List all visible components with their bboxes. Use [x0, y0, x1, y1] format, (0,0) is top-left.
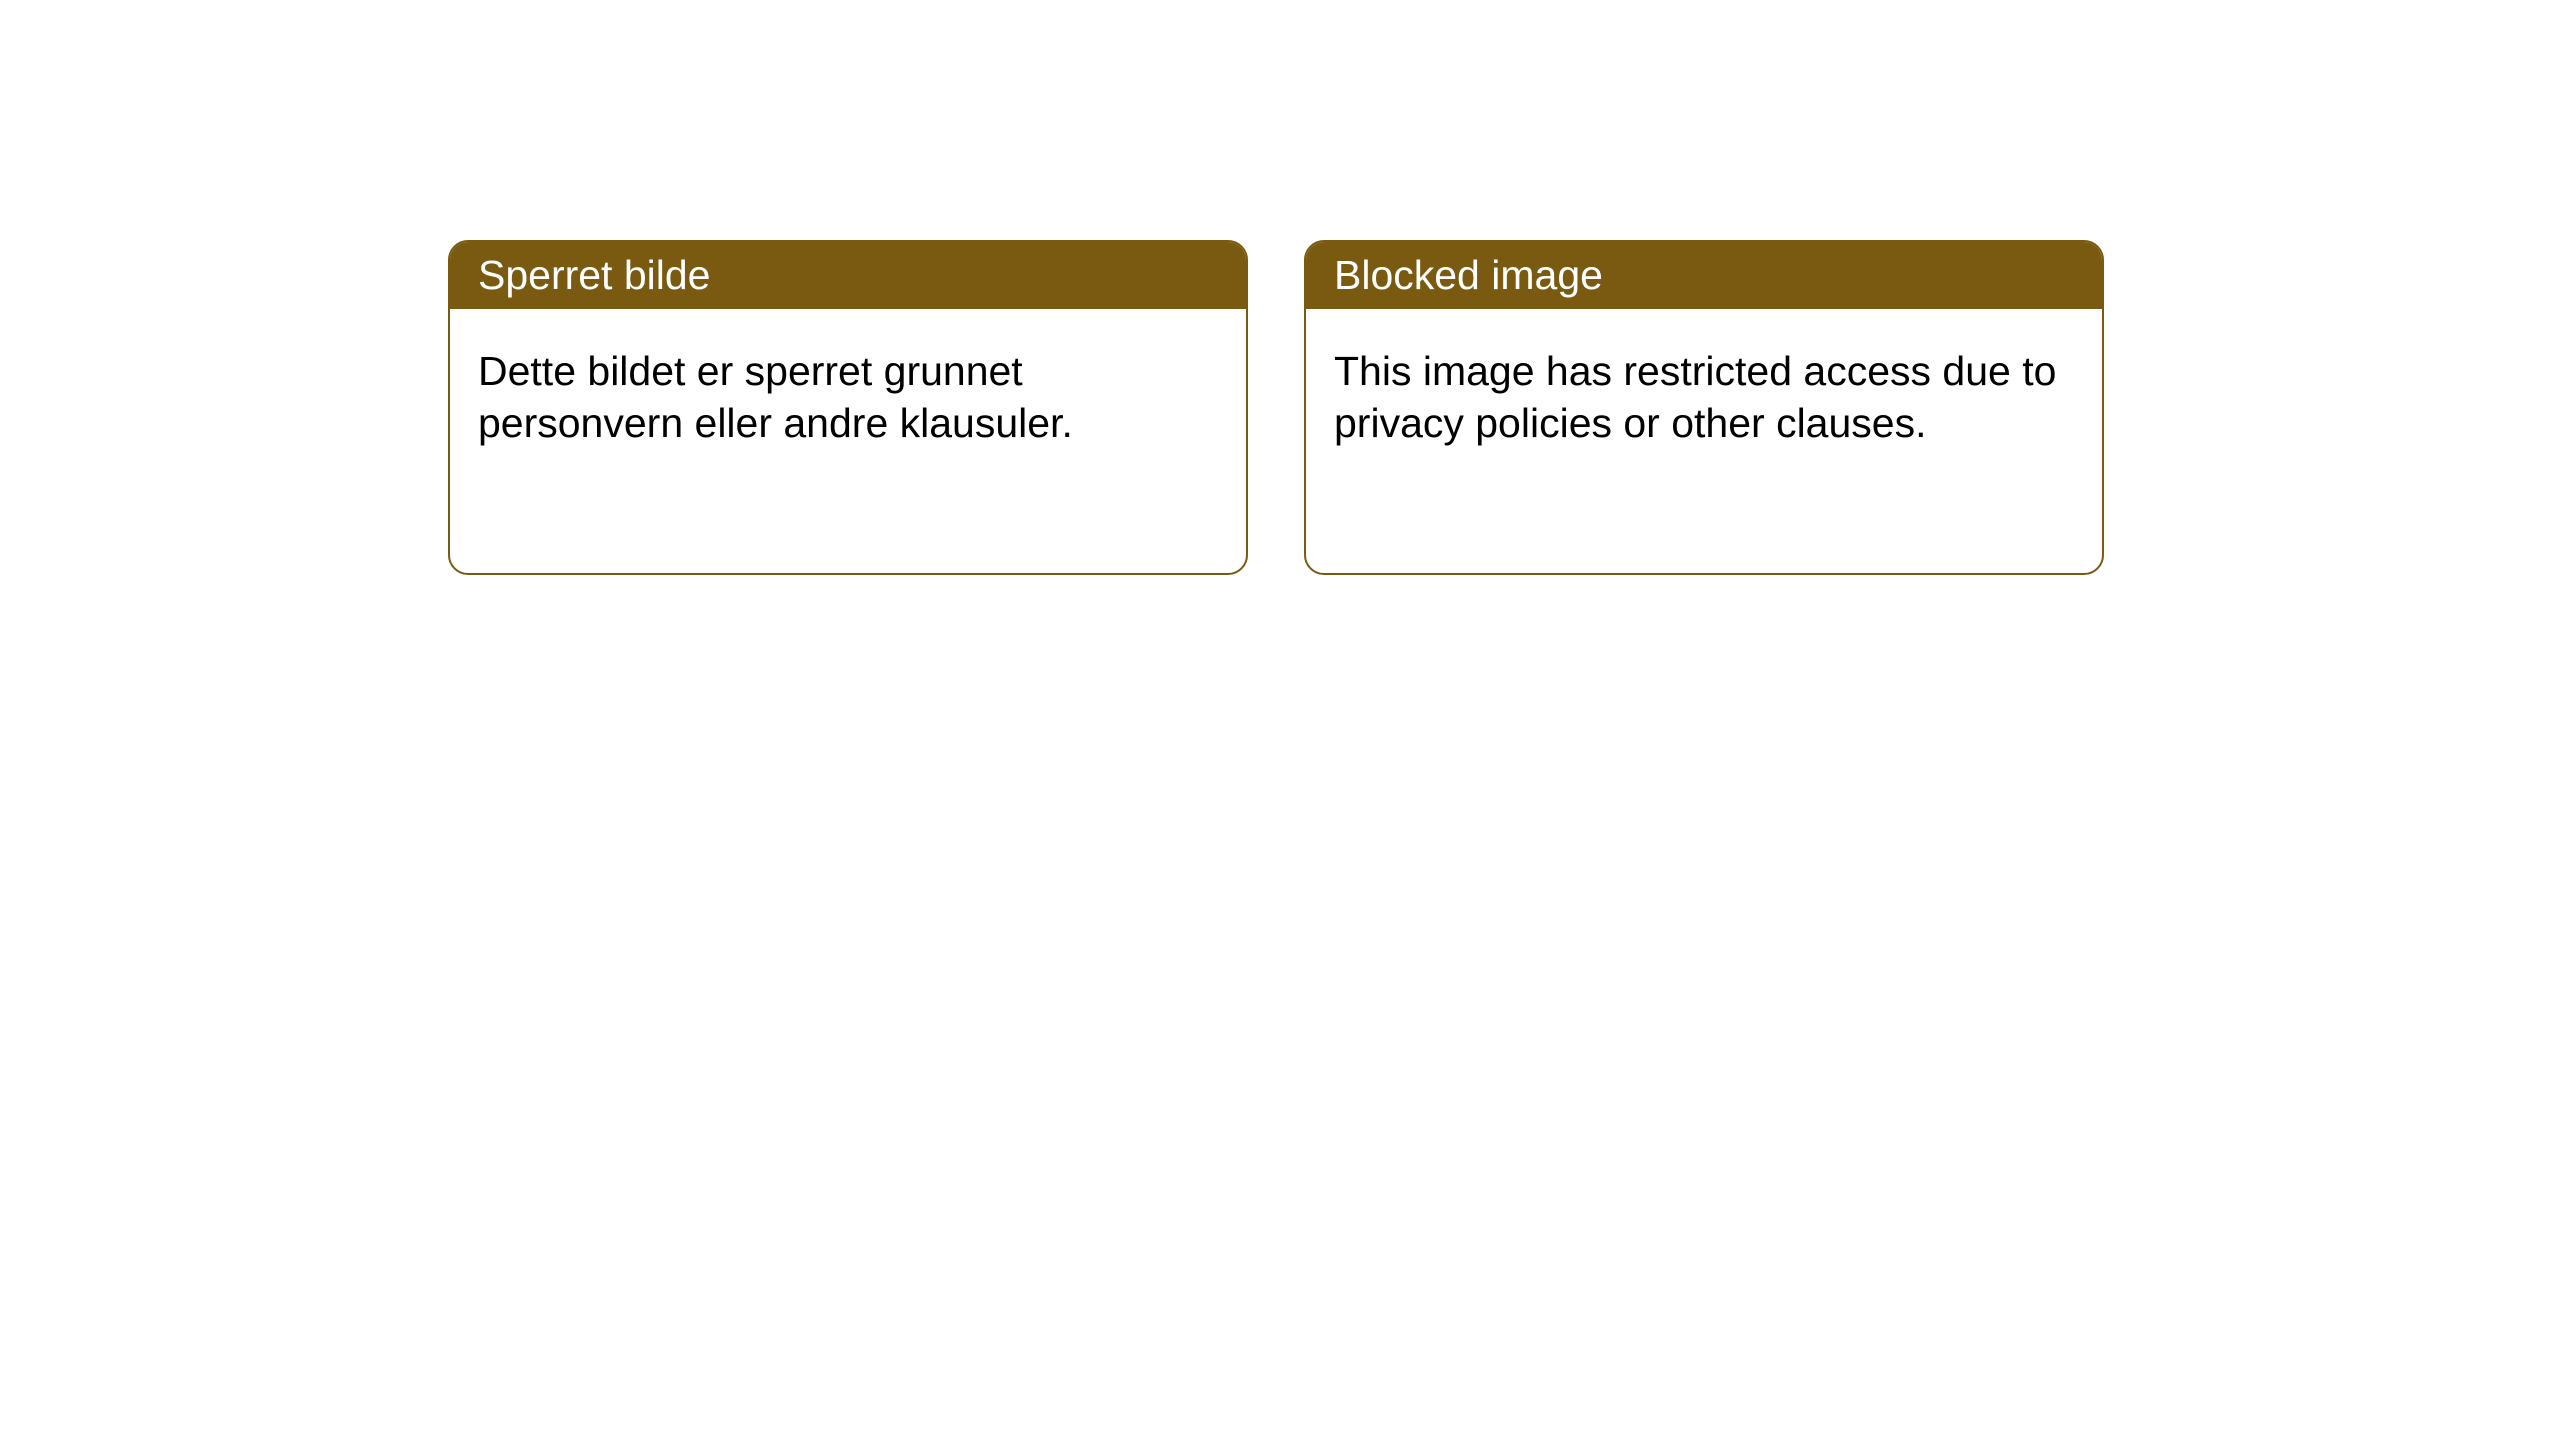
- card-title: Sperret bilde: [450, 242, 1246, 309]
- card-blocked-image-no: Sperret bilde Dette bildet er sperret gr…: [448, 240, 1248, 575]
- card-message: Dette bildet er sperret grunnet personve…: [450, 309, 1246, 486]
- card-blocked-image-en: Blocked image This image has restricted …: [1304, 240, 2104, 575]
- card-title: Blocked image: [1306, 242, 2102, 309]
- card-row: Sperret bilde Dette bildet er sperret gr…: [0, 0, 2560, 575]
- card-message: This image has restricted access due to …: [1306, 309, 2102, 486]
